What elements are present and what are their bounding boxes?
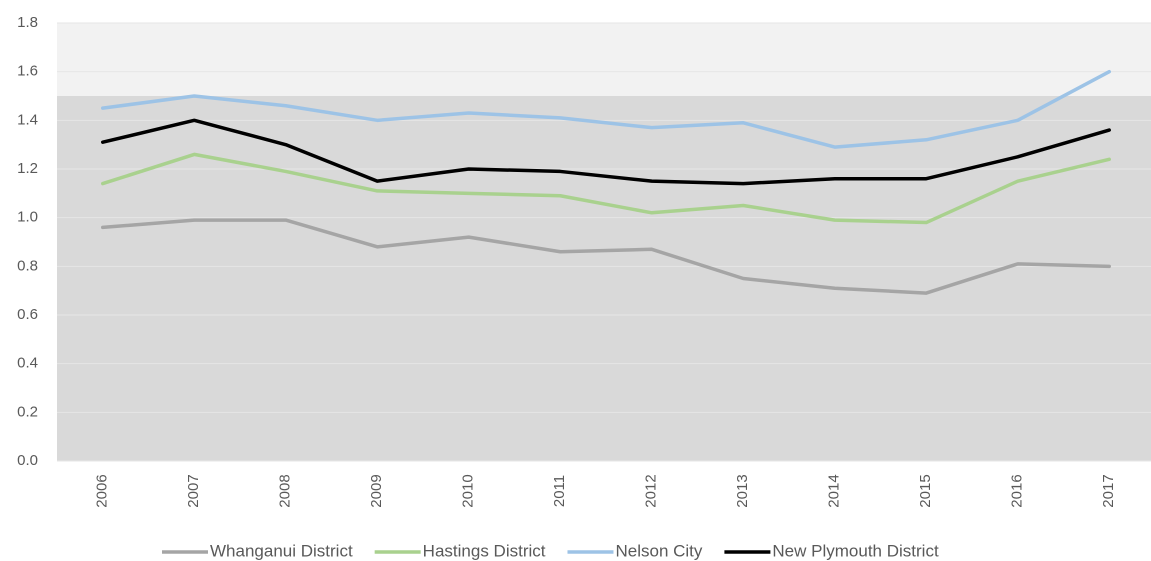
y-tick-label: 0.6 [17,306,38,323]
x-tick-label: 2012 [643,474,660,507]
legend-label: Whanganui District [210,541,353,560]
y-tick-label: 1.6 [17,63,38,80]
series-line [101,69,1111,149]
x-tick-label: 2016 [1009,474,1026,507]
x-tick-label: 2014 [826,474,843,507]
series-line [101,152,1111,225]
y-tick-label: 1.0 [17,209,38,226]
x-tick-label: 2009 [368,474,385,507]
legend-label: New Plymouth District [772,541,939,560]
legend-label: Nelson City [615,541,702,560]
x-tick-label: 2010 [460,474,477,507]
y-tick-label: 0.0 [17,452,38,469]
x-tick-label: 2007 [185,474,202,507]
y-tick-label: 1.2 [17,160,38,177]
y-tick-label: 0.2 [17,403,38,420]
shaded-band [57,96,1151,461]
x-tick-label: 2006 [94,474,111,507]
x-tick-label: 2017 [1100,474,1117,507]
series-line [101,118,1111,186]
x-tick-label: 2008 [277,474,294,507]
x-tick-label: 2011 [551,475,568,507]
y-tick-label: 0.4 [17,355,38,372]
y-tick-label: 1.4 [17,111,38,128]
y-tick-label: 0.8 [17,257,38,274]
x-tick-label: 2015 [917,474,934,507]
legend-label: Hastings District [423,541,546,560]
series-line [101,218,1111,295]
x-tick-label: 2013 [734,474,751,507]
y-tick-label: 1.8 [17,14,38,31]
